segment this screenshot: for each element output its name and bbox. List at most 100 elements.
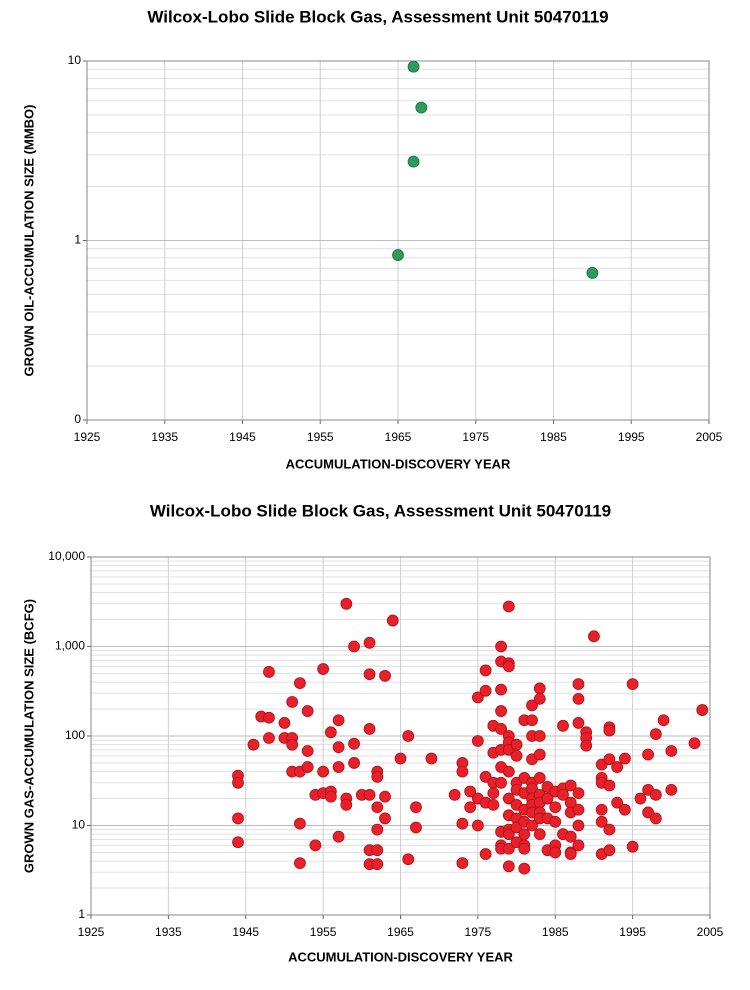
data-point [317,663,330,675]
data-point [379,812,391,825]
data-point [371,858,384,871]
data-point [363,723,376,735]
data-point [572,678,585,691]
data-point [340,597,353,610]
data-point [580,739,593,752]
data-point [247,738,260,751]
data-point [479,770,492,783]
data-point [371,770,384,783]
data-point [533,828,546,841]
data-point [301,745,314,757]
data-point [363,788,376,801]
data-point [618,752,631,765]
data-point [232,836,244,849]
x-tick-label: 1985 [540,430,567,444]
data-point [572,803,585,816]
x-tick-label: 1995 [618,430,645,444]
data-point [363,636,376,649]
data-point [626,840,639,853]
data-point [263,711,275,724]
data-point [402,853,415,866]
data-point [533,692,546,705]
x-axis-title: ACCUMULATION-DISCOVERY YEAR [286,456,511,471]
data-point [611,761,624,773]
x-tick-label: 1935 [151,430,178,444]
data-point [363,668,376,681]
data-point [301,705,314,717]
data-point [495,705,507,717]
data-point [309,839,322,852]
data-point [410,821,422,834]
x-tick-label: 2005 [696,430,723,444]
x-tick-label: 1985 [542,925,569,939]
data-point [557,788,569,801]
x-tick-label: 1925 [78,925,105,939]
data-point [232,812,244,825]
data-point [541,792,554,805]
data-point [392,249,404,261]
data-point [603,779,616,792]
y-tick-label: 10 [72,818,86,832]
data-point [572,717,585,729]
data-point [332,830,345,843]
data-point [510,738,523,751]
data-point [495,776,507,789]
data-point [456,857,469,870]
data-point [526,819,538,832]
y-tick-label: 10 [68,53,82,67]
data-point [487,787,500,800]
data-point [464,785,477,798]
x-tick-label: 1965 [387,925,414,939]
data-point [603,753,616,766]
data-point [603,724,616,737]
data-point [348,640,360,653]
data-point [572,692,585,705]
chart-title: Wilcox-Lobo Slide Block Gas, Assessment … [147,7,608,26]
data-point [557,719,569,732]
data-point [586,266,599,279]
data-point [425,752,438,765]
x-tick-label: 1945 [232,925,259,939]
data-point [487,798,500,811]
data-point [294,677,306,689]
x-tick-label: 1935 [155,925,182,939]
data-point [394,752,407,765]
data-point [502,828,515,841]
data-point [371,823,384,836]
data-point [407,155,420,168]
data-point [410,801,422,814]
data-point [549,815,562,828]
data-point [572,787,585,800]
data-point [502,792,515,805]
y-tick-label: 1 [74,233,81,247]
data-point [332,741,345,754]
data-point [348,757,360,769]
data-point [657,714,670,727]
data-point [379,669,391,682]
data-point [518,842,531,855]
data-point [533,772,546,784]
data-point [533,730,546,742]
data-point [649,812,662,825]
data-point [340,798,353,811]
data-point [471,691,484,704]
data-point [642,748,654,761]
data-point [626,678,639,691]
data-point [665,745,678,757]
data-point [379,790,391,803]
data-point [263,666,275,678]
data-point [479,684,492,697]
data-point [415,101,428,114]
data-point [371,844,384,857]
x-axis-title: ACCUMULATION-DISCOVERY YEAR [288,949,513,964]
data-point [386,614,399,627]
data-point [603,823,616,836]
plot-frame [86,60,710,421]
x-tick-label: 1975 [462,430,489,444]
data-point [518,828,531,841]
data-point [286,738,299,751]
y-tick-label: 1,000 [55,639,85,653]
data-point [495,640,507,653]
data-point [495,683,507,696]
